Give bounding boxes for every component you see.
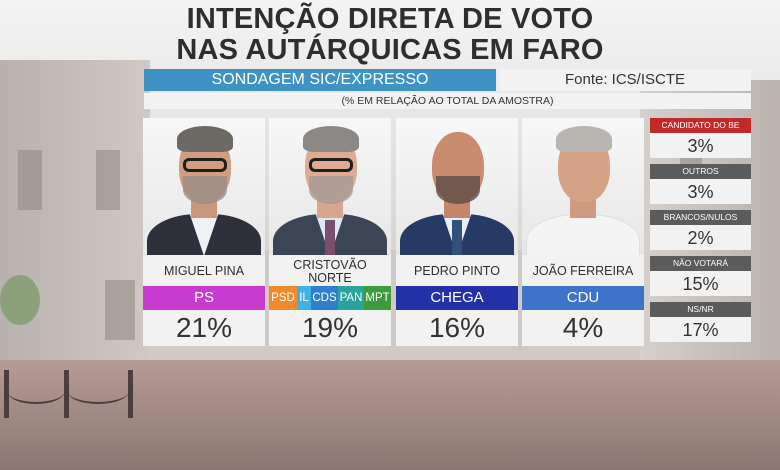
title-line-2: NAS AUTÁRQUICAS EM FARO xyxy=(176,34,604,66)
candidate-name: PEDRO PINTO xyxy=(396,255,518,286)
side-label: OUTROS xyxy=(650,164,751,179)
party-psd: PSD xyxy=(269,286,297,310)
side-box-ns-nr: NS/NR 17% xyxy=(650,302,751,342)
hair xyxy=(177,126,233,152)
glasses xyxy=(309,158,353,172)
candidate-name: JOÃO FERREIRA xyxy=(522,255,644,286)
chain xyxy=(7,378,65,404)
vote-percentage: 21% xyxy=(143,310,265,346)
side-value: 3% xyxy=(650,133,751,158)
candidate-name-line-2: NORTE xyxy=(308,270,352,285)
candidate-photo xyxy=(522,118,644,255)
tie xyxy=(325,220,335,255)
shirt-body xyxy=(526,214,640,255)
candidate-photo xyxy=(143,118,265,255)
tree xyxy=(0,275,40,325)
candidate-card-miguel-pina: MIGUEL PINA PS 21% xyxy=(143,118,265,346)
side-label: NS/NR xyxy=(650,302,751,317)
side-value: 15% xyxy=(650,271,751,296)
vote-percentage: 16% xyxy=(396,310,518,346)
party-il: IL xyxy=(297,286,311,310)
candidate-card-cristovao-norte: CRISTOVÃO NORTE PSD IL CDS PAN MPT 19% xyxy=(269,118,391,346)
party-bar: PSD IL CDS PAN MPT xyxy=(269,286,391,310)
beard xyxy=(309,176,353,204)
chain xyxy=(67,378,129,404)
candidate-card-joao-ferreira: JOÃO FERREIRA CDU 4% xyxy=(522,118,644,346)
side-label: BRANCOS/NULOS xyxy=(650,210,751,225)
party-mpt: MPT xyxy=(364,286,391,310)
title-line-1: INTENÇÃO DIRETA DE VOTO xyxy=(186,3,594,35)
side-value: 2% xyxy=(650,225,751,250)
neck xyxy=(570,198,596,218)
hair xyxy=(556,126,612,152)
party-bar: CDU xyxy=(522,286,644,310)
poll-name-banner: SONDAGEM SIC/EXPRESSO xyxy=(144,69,496,91)
side-label: CANDIDATO DO BE xyxy=(650,118,751,133)
party-bar: PS xyxy=(143,286,265,310)
candidate-photo xyxy=(396,118,518,255)
side-value: 3% xyxy=(650,179,751,204)
hair xyxy=(303,126,359,152)
side-box-nao-votara: NÃO VOTARÁ 15% xyxy=(650,256,751,296)
side-box-candidato-be: CANDIDATO DO BE 3% xyxy=(650,118,751,158)
cobblestone-ground xyxy=(0,360,780,470)
chain-post xyxy=(4,370,9,418)
party-chega: CHEGA xyxy=(396,286,518,310)
chain-post xyxy=(128,370,133,418)
party-pan: PAN xyxy=(338,286,364,310)
beard xyxy=(183,176,227,204)
side-box-brancos-nulos: BRANCOS/NULOS 2% xyxy=(650,210,751,250)
candidate-photo xyxy=(269,118,391,255)
chain-post xyxy=(64,370,69,418)
candidate-card-pedro-pinto: PEDRO PINTO CHEGA 16% xyxy=(396,118,518,346)
side-value: 17% xyxy=(650,317,751,342)
candidate-name: MIGUEL PINA xyxy=(143,255,265,286)
window xyxy=(105,280,135,340)
source-banner: Fonte: ICS/ISCTE xyxy=(499,69,751,91)
side-label: NÃO VOTARÁ xyxy=(650,256,751,271)
vote-percentage: 19% xyxy=(269,310,391,346)
glasses xyxy=(183,158,227,172)
candidate-name-line-1: CRISTOVÃO xyxy=(293,257,367,272)
tie xyxy=(452,220,462,255)
party-ps: PS xyxy=(143,286,265,310)
beard xyxy=(436,176,480,204)
vote-percentage: 4% xyxy=(522,310,644,346)
window xyxy=(96,150,120,210)
chart-title: INTENÇÃO DIRETA DE VOTO NAS AUTÁRQUICAS … xyxy=(0,4,780,66)
candidate-name: CRISTOVÃO NORTE xyxy=(269,255,391,286)
window xyxy=(18,150,42,210)
party-cds: CDS xyxy=(311,286,338,310)
party-bar: CHEGA xyxy=(396,286,518,310)
sample-note: (% EM RELAÇÃO AO TOTAL DA AMOSTRA) xyxy=(144,93,751,109)
side-box-outros: OUTROS 3% xyxy=(650,164,751,204)
party-cdu: CDU xyxy=(522,286,644,310)
